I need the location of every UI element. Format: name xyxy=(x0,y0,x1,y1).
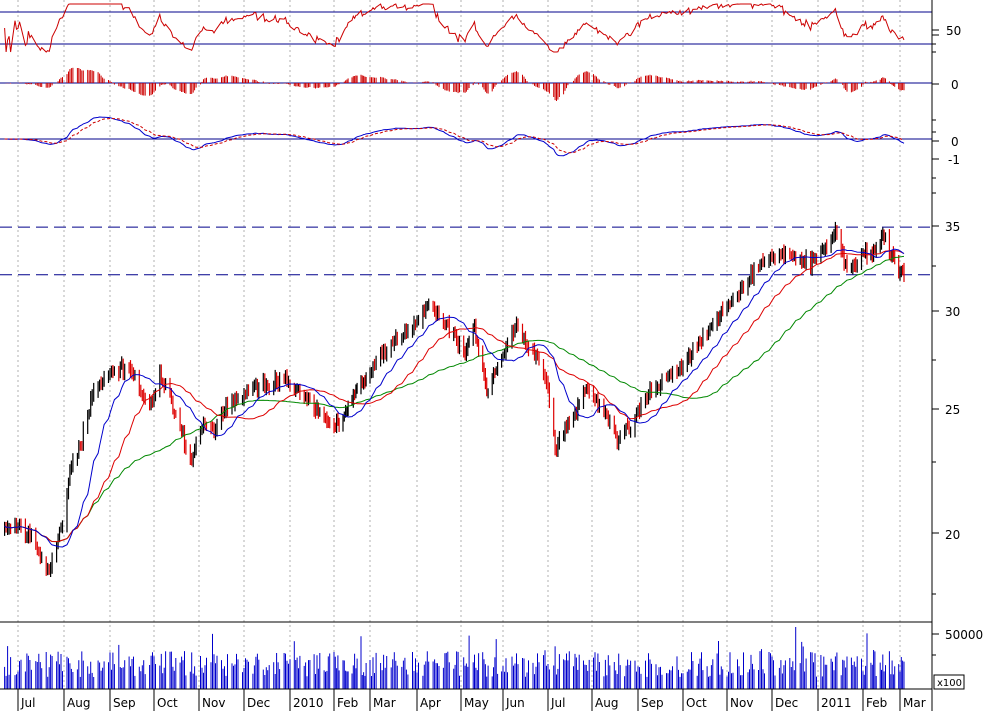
volume-multiplier-label: x100 xyxy=(937,678,962,689)
axes xyxy=(0,0,939,711)
rsi-line xyxy=(4,3,905,53)
macd-tick-label-zero: 0 xyxy=(951,135,959,149)
month-label: Feb xyxy=(337,696,358,710)
month-label: Nov xyxy=(730,696,753,710)
month-label: Oct xyxy=(686,696,707,710)
month-label: Mar xyxy=(903,696,926,710)
moving-average-mid xyxy=(4,250,905,543)
hist-tick-label: 0 xyxy=(951,78,959,92)
month-label: 2010 xyxy=(293,696,324,710)
month-label: Dec xyxy=(775,696,798,710)
rsi-panel xyxy=(0,3,932,53)
volume-panel xyxy=(4,627,905,689)
price-tick-label: 30 xyxy=(945,305,960,319)
macd-line xyxy=(4,116,905,157)
month-labels: Jul Aug Sep Oct Nov Dec 2010 Feb Mar Apr May Jun Jul… xyxy=(20,696,926,710)
month-label: May xyxy=(464,696,489,710)
month-label: Sep xyxy=(641,696,664,710)
moving-average-long xyxy=(4,255,905,543)
month-label: 2011 xyxy=(821,696,852,710)
month-label: Dec xyxy=(247,696,270,710)
month-label: Nov xyxy=(202,696,225,710)
price-panel xyxy=(0,221,932,577)
month-label: Feb xyxy=(866,696,887,710)
month-label: Sep xyxy=(113,696,136,710)
rsi-tick-label: 50 xyxy=(946,24,961,38)
signal-line xyxy=(4,117,905,154)
axis-labels: 50 0 0 -1 35 30 25 20 50000 x100 xyxy=(933,24,983,690)
price-tick-label: 35 xyxy=(945,220,960,234)
month-label: Oct xyxy=(157,696,178,710)
month-label: Jul xyxy=(20,696,35,710)
macd-histogram-panel xyxy=(0,67,932,101)
month-label: Aug xyxy=(595,696,618,710)
month-label: Jul xyxy=(550,696,565,710)
month-label: Mar xyxy=(373,696,396,710)
month-label: Apr xyxy=(420,696,441,710)
price-tick-label: 25 xyxy=(945,403,960,417)
month-label: Jun xyxy=(505,696,525,710)
macd-tick-label-minus: -1 xyxy=(948,153,960,167)
price-tick-label: 20 xyxy=(945,528,960,542)
month-label: Aug xyxy=(67,696,90,710)
macd-panel xyxy=(0,116,932,157)
volume-tick-label: 50000 xyxy=(945,628,983,642)
volume-multiplier-box xyxy=(933,674,965,690)
moving-average-short xyxy=(4,248,905,548)
